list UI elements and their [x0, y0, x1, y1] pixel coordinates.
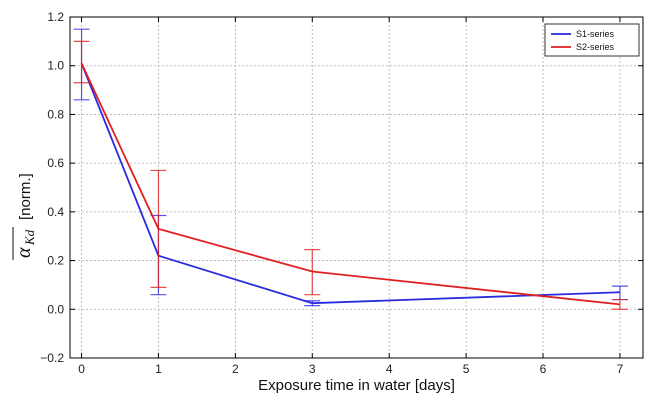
x-axis-ticks: 0 1 2 3 4 5 6 7 [78, 17, 624, 376]
y-tick-label: 0.4 [47, 205, 64, 219]
y-tick-label: −0.2 [40, 351, 64, 365]
y-tick-label: 1.2 [47, 10, 64, 24]
y-axis-ticks: −0.2 0.0 0.2 0.4 0.6 0.8 1.0 1.2 [40, 10, 643, 365]
series-1 [73, 28, 628, 307]
x-tick-label: 6 [540, 362, 547, 376]
x-axis-label: Exposure time in water [days] [258, 377, 455, 394]
legend: S1-series S2-series [544, 23, 640, 57]
legend-label: S1-series [576, 29, 615, 39]
series-line [80, 62, 620, 305]
error-bar [304, 249, 321, 296]
x-tick-label: 5 [463, 362, 470, 376]
series-line [80, 62, 621, 306]
error-bar [304, 300, 321, 307]
series-layer [73, 28, 628, 310]
x-tick-label: 2 [232, 362, 239, 376]
y-axis-label-unit: [norm.] [17, 173, 34, 220]
y-axis-label-symbol: α [13, 247, 35, 258]
y-axis-label-subscript: Kd [22, 229, 37, 246]
y-tick-label: 1.0 [47, 59, 64, 73]
y-tick-label: 0.6 [47, 156, 64, 170]
y-tick-label: 0.8 [47, 107, 64, 121]
x-tick-label: 1 [155, 362, 162, 376]
legend-box [544, 23, 640, 57]
error-bar [73, 40, 90, 84]
x-tick-label: 3 [309, 362, 316, 376]
x-tick-label: 0 [78, 362, 85, 376]
x-tick-label: 4 [386, 362, 393, 376]
grid [70, 16, 643, 359]
error-bar [611, 298, 628, 310]
y-tick-label: 0.2 [47, 254, 64, 268]
y-axis-label: α Kd [norm.] [12, 173, 37, 260]
error-bar [150, 169, 167, 288]
x-tick-label: 7 [617, 362, 624, 376]
series-2 [73, 40, 628, 310]
y-tick-label: 0.0 [47, 302, 64, 316]
plot-frame [69, 16, 644, 359]
legend-label: S2-series [576, 42, 615, 52]
